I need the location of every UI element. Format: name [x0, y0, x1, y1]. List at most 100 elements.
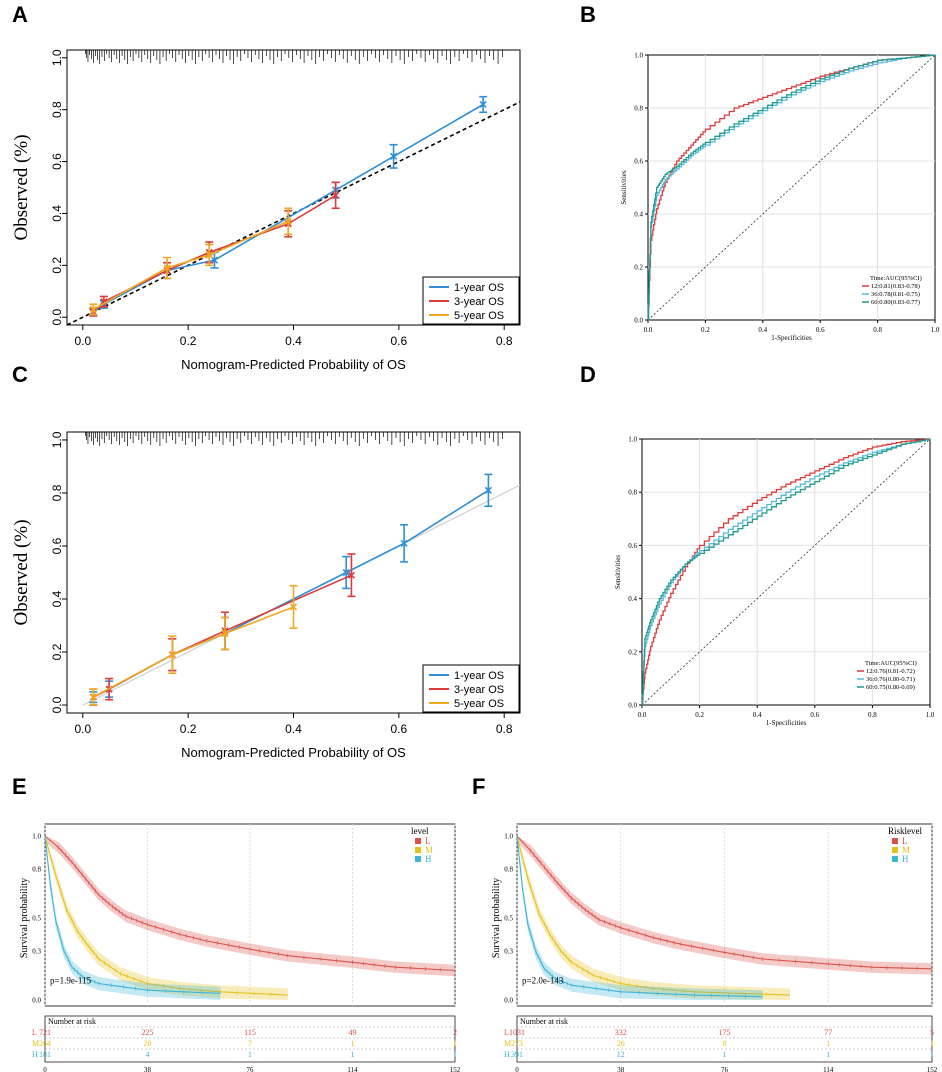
risk-table-cell: 1: [826, 1039, 830, 1048]
legend-entry: 60:0.75(0.80-0.69): [866, 684, 915, 691]
panel-label-f: F: [472, 774, 486, 799]
x-tick-label: 0: [515, 1066, 519, 1072]
data-point: [400, 539, 408, 547]
y-tick-label: 0.6: [50, 537, 64, 554]
legend-title: Risklevel: [888, 826, 922, 836]
y-tick-label: 1.0: [50, 431, 64, 448]
risk-table-cell: 1: [930, 1039, 934, 1048]
legend-title: Time:AUC(95%CI): [865, 660, 917, 667]
roc-curve-2: [641, 439, 931, 706]
risk-table-title: Number at risk: [48, 1017, 96, 1026]
y-tick-label: 0.3: [32, 947, 41, 955]
risk-table-cell: 49: [349, 1028, 357, 1037]
legend-entry: L: [902, 836, 908, 846]
risk-table-cell: 7: [248, 1039, 252, 1048]
x-tick-label: 0.6: [810, 711, 819, 719]
data-point: [89, 693, 97, 701]
risk-table-group: L: [32, 1028, 37, 1037]
risk-table-cell: 77: [824, 1028, 832, 1037]
plot-frame: [516, 823, 933, 1007]
risk-table-cell: 1: [351, 1050, 355, 1059]
x-tick-label: 0.4: [753, 711, 762, 719]
x-tick-label: 0.8: [873, 326, 882, 334]
x-tick-label: 0.4: [285, 334, 302, 348]
legend-swatch: [415, 838, 421, 844]
legend-title: level: [411, 826, 429, 836]
x-axis-label: 1-Specificities: [766, 719, 807, 727]
roc-chart-b: 0.0 0.2 0.4 0.6 0.8 1.0 0.0 0.2 0.4 0.6 0.8 1.0 1-Sp…: [620, 52, 940, 343]
y-axis-label: Survival probability: [19, 878, 30, 958]
legend-title: Time:AUC(95%CI): [870, 275, 922, 282]
km-chart-e: 0.0 0.3 0.5 0.8 1.0 Survival probability p=1.9…: [19, 823, 461, 1072]
y-tick-label: 0.8: [50, 484, 64, 501]
legend-entry: 3-year OS: [454, 296, 504, 308]
x-tick-label: 0.2: [180, 334, 197, 348]
roc-chart-d: 0.0 0.2 0.4 0.6 0.8 1.0 0.0 0.2 0.4 0.6 0.8 1.0 1-Sp…: [614, 436, 935, 728]
x-tick-label: 114: [347, 1066, 358, 1072]
legend-entry: 5-year OS: [454, 310, 504, 322]
y-tick-label: 0.0: [50, 309, 64, 326]
x-tick-label: 0.4: [285, 722, 302, 736]
legend-entry: H: [902, 854, 909, 864]
data-point: [100, 298, 108, 306]
risk-table-group: M: [504, 1039, 511, 1048]
data-point: [332, 191, 340, 199]
risk-table-title: Number at risk: [520, 1017, 568, 1026]
y-tick-label: 0.5: [504, 915, 513, 923]
risk-table-cell: 4: [146, 1050, 150, 1059]
risk-table-frame: [516, 1015, 933, 1063]
risk-table-group: L: [504, 1028, 509, 1037]
legend-swatch: [892, 856, 898, 862]
y-tick-label: 0.8: [50, 101, 64, 118]
risk-table-group: H: [504, 1050, 510, 1059]
risk-table-cell: 1031: [509, 1028, 525, 1037]
risk-table-cell: 1: [826, 1050, 830, 1059]
panel-label-e: E: [12, 774, 27, 799]
roc-curve-1: [641, 438, 931, 706]
risk-table-cell: 12: [617, 1050, 625, 1059]
x-tick-label: 0.2: [695, 711, 704, 719]
risk-table-cell: 2: [453, 1028, 457, 1037]
y-tick-label: 0.0: [628, 702, 637, 710]
x-tick-label: 0.2: [701, 326, 710, 334]
risk-table-cell: 391: [511, 1050, 523, 1059]
x-tick-label: 152: [450, 1066, 461, 1072]
y-tick-label: 0.8: [32, 865, 41, 873]
x-tick-label: 0.6: [391, 334, 408, 348]
legend-entry: 12:0.76(0.81-0.72): [866, 668, 915, 675]
x-tick-label: 0.2: [180, 722, 197, 736]
calibration-chart-a: 0.0 0.2 0.4 0.6 0.8 0.0 0.2 0.4 0.6 0.8 1.0 Nomogra…: [11, 49, 521, 372]
risk-table-cell: 8: [723, 1039, 727, 1048]
x-tick-label: 0.8: [868, 711, 877, 719]
y-tick-label: 0.8: [504, 865, 513, 873]
legend-entry: 12:0.81(0.83-0.78): [871, 283, 920, 290]
confidence-band-m: [45, 836, 288, 1000]
x-axis-label: Nomogram-Predicted Probability of OS: [181, 357, 406, 372]
x-tick-label: 0.0: [74, 334, 91, 348]
y-tick-label: 1.0: [634, 52, 643, 60]
x-tick-label: 0.6: [391, 722, 408, 736]
x-tick-label: 0.0: [638, 711, 647, 719]
risk-table-cell: 26: [617, 1039, 625, 1048]
panel-label-c: C: [12, 362, 28, 387]
risk-table-group: M: [32, 1039, 39, 1048]
data-point: [221, 629, 229, 638]
y-tick-label: 0.6: [628, 542, 637, 550]
legend-entry: 1-year OS: [454, 670, 504, 682]
legend-entry: M: [425, 845, 433, 855]
x-tick-label: 0.8: [496, 334, 513, 348]
km-chart-f: 0.0 0.3 0.5 0.8 1.0 Survival probability p=2.0…: [491, 823, 938, 1072]
x-tick-label: 0: [43, 1066, 47, 1072]
series-line-3: [92, 220, 289, 311]
x-tick-label: 76: [721, 1066, 729, 1072]
data-point: [479, 100, 487, 109]
risk-table-cell: 1: [453, 1039, 457, 1048]
data-point: [484, 486, 492, 494]
y-tick-label: 0.2: [628, 648, 637, 656]
chance-diagonal: [641, 438, 931, 706]
panel-label-d: D: [580, 362, 596, 387]
legend-entry: 36:0.78(0.81-0.75): [871, 291, 920, 298]
y-tick-label: 0.6: [50, 153, 64, 170]
y-tick-label: 0.8: [628, 489, 637, 497]
